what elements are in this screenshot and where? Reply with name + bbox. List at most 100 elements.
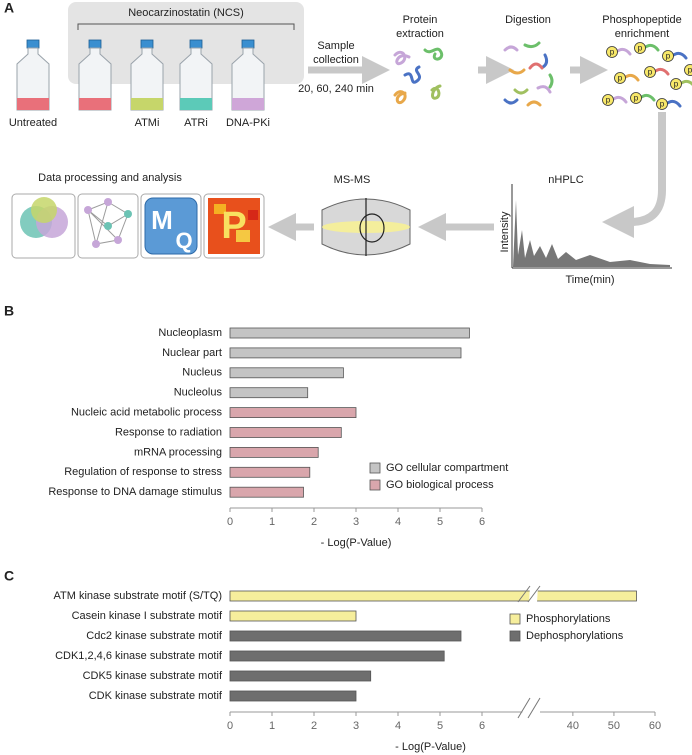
x-tick-label: 1: [269, 720, 275, 732]
axis-break: [517, 697, 531, 719]
timepoints: 20, 60, 240 min: [298, 83, 374, 95]
phospho-circle: [656, 98, 668, 110]
condition-label: ATRi: [184, 117, 208, 129]
flask: [130, 39, 164, 111]
category-label: Nuclear part: [162, 347, 222, 359]
step-label: collection: [313, 54, 359, 66]
analysis-icons: [11, 193, 265, 259]
bar: [229, 670, 372, 682]
phospho-circle: [630, 92, 642, 104]
bar: [229, 407, 357, 419]
logo-text: Q: [175, 228, 192, 253]
panel-label: A: [4, 0, 14, 16]
condition-label: ATMi: [135, 117, 160, 129]
phospho-label: p: [618, 74, 623, 83]
chromatogram: [511, 184, 672, 269]
x-tick-label: 6: [479, 516, 485, 528]
arrow: [602, 112, 666, 238]
phospho-label: p: [634, 94, 639, 103]
legend-label: Phosphorylations: [526, 613, 611, 625]
bar: [229, 327, 470, 339]
bar: [229, 630, 462, 642]
bar: [229, 387, 309, 399]
step-label: Protein: [403, 14, 438, 26]
axis-label: Intensity: [499, 211, 511, 252]
peptide: [614, 47, 632, 56]
x-tick-label: 4: [395, 516, 401, 528]
phospho-label: p: [666, 52, 671, 61]
step-label: Sample: [317, 40, 354, 52]
panel-label: B: [4, 303, 14, 319]
legend-swatch: [369, 479, 381, 491]
phospho-circle: [670, 78, 682, 90]
flask: [16, 39, 50, 111]
x-tick-label: 6: [479, 720, 485, 732]
phospho-circle: [644, 66, 656, 78]
phospho-label: p: [610, 48, 615, 57]
category-label: CDK5 kinase substrate motif: [83, 670, 223, 682]
bar: [229, 650, 445, 662]
x-tick-label: 2: [311, 516, 317, 528]
bar: [229, 610, 357, 622]
phospho-label: p: [606, 96, 611, 105]
phospho-circle: [614, 72, 626, 84]
category-label: Nucleoplasm: [158, 327, 222, 339]
category-label: Response to radiation: [115, 426, 222, 438]
category-label: CDK1,2,4,6 kinase substrate motif: [55, 650, 223, 662]
x-axis-label: - Log(P-Value): [321, 537, 392, 549]
legend-label: Dephosphorylations: [526, 630, 624, 642]
phospho-label: p: [660, 100, 665, 109]
step-label: MS-MS: [334, 174, 371, 186]
x-tick-label: 0: [227, 516, 233, 528]
peptide: [664, 99, 682, 108]
x-tick-label: 4: [395, 720, 401, 732]
category-label: Nucleus: [182, 367, 222, 379]
peptide: [670, 51, 688, 60]
bracket: [77, 23, 295, 30]
step-label: Phosphopeptide: [602, 14, 682, 26]
condition-label: DNA-PKi: [226, 117, 270, 129]
x-tick-label: 40: [567, 720, 579, 732]
flask: [78, 39, 112, 111]
legend-label: GO biological process: [386, 479, 494, 491]
x-tick-label: 2: [311, 720, 317, 732]
bar: [229, 690, 357, 702]
x-tick-label: 3: [353, 516, 359, 528]
peptide: [652, 67, 670, 76]
flask: [179, 39, 213, 111]
axis-label: Time(min): [565, 274, 614, 286]
category-label: Nucleolus: [174, 387, 223, 399]
category-label: CDK kinase substrate motif: [89, 690, 223, 702]
phospho-label: p: [648, 68, 653, 77]
category-label: Response to DNA damage stimulus: [48, 486, 222, 498]
bar: [229, 367, 344, 379]
step-label: extraction: [396, 28, 444, 40]
axis-break: [527, 585, 541, 603]
category-label: ATM kinase substrate motif (S/TQ): [53, 590, 222, 602]
bar: [229, 486, 304, 498]
x-axis-label: - Log(P-Value): [395, 741, 466, 753]
category-label: mRNA processing: [134, 446, 222, 458]
peptide: [638, 93, 656, 102]
legend-swatch: [509, 613, 521, 625]
step-label: enrichment: [615, 28, 669, 40]
ncs-label: Neocarzinostatin (NCS): [128, 7, 244, 19]
panel-label: C: [4, 568, 14, 584]
panel-a: A Neocarzinostatin (NCS) Untreated ATMi …: [4, 0, 692, 286]
logo-text: M: [151, 205, 173, 235]
peptide: [610, 95, 628, 104]
mass-spectrometer: [321, 198, 411, 256]
phospho-circle: [662, 50, 674, 62]
axis-break-gap: [522, 586, 538, 718]
axis-break: [527, 697, 541, 719]
x-tick-label: 5: [437, 516, 443, 528]
axis-break: [517, 585, 531, 603]
bar: [229, 466, 311, 478]
bar: [229, 347, 462, 359]
x-tick-label: 60: [649, 720, 661, 732]
logo-text: P: [221, 205, 246, 247]
flask: [231, 39, 265, 111]
peptide: [622, 73, 640, 82]
